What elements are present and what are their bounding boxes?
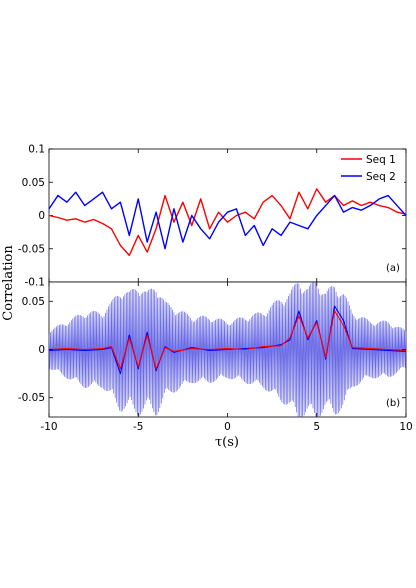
y-tick-label: 0	[38, 210, 45, 222]
y-tick-label: 0.05	[22, 296, 45, 308]
y-tick-label: -0.1	[25, 277, 46, 289]
x-tick-label: 5	[313, 421, 320, 433]
panel-a-y-ticks: -0.1 -0.05 0 0.05 0.1	[18, 144, 407, 289]
y-axis-label: Correlation	[1, 245, 16, 321]
panel-a: -0.1 -0.05 0 0.05 0.1 Seq 1 Seq 2 (a)	[18, 144, 407, 289]
legend-label-seq1: Seq 1	[366, 154, 396, 166]
legend-label-seq2: Seq 2	[366, 171, 396, 183]
x-tick-label: 10	[399, 421, 412, 433]
x-tick-label: -5	[133, 421, 143, 433]
oscillation-envelope	[48, 281, 407, 418]
panel-b-oscillation	[48, 281, 407, 418]
y-tick-label: -0.05	[18, 243, 45, 255]
y-tick-label: 0.05	[22, 177, 45, 189]
series-line-0-1	[48, 191, 407, 250]
series-line-1-0	[48, 305, 407, 375]
panel-b-series	[48, 305, 407, 375]
panel-a-series	[48, 188, 407, 257]
x-axis-ticks: -10 -5 0 5 10	[40, 421, 412, 433]
legend-box	[332, 151, 404, 185]
legend: Seq 1 Seq 2	[332, 151, 404, 185]
series-line-1-1	[48, 310, 407, 370]
panel-a-label: (a)	[386, 263, 400, 274]
x-axis-label: τ(s)	[215, 435, 239, 450]
y-tick-label: 0.1	[28, 144, 45, 156]
panel-b-label: (b)	[386, 398, 400, 409]
x-tick-label: -10	[40, 421, 57, 433]
y-tick-label: -0.05	[18, 392, 45, 404]
panel-b: -0.05 0 0.05 (b)	[18, 281, 407, 418]
panel-b-y-ticks: -0.05 0 0.05	[18, 282, 407, 417]
y-tick-label: 0	[38, 344, 45, 356]
x-tick-label: 0	[224, 421, 231, 433]
series-line-0-0	[48, 188, 407, 257]
